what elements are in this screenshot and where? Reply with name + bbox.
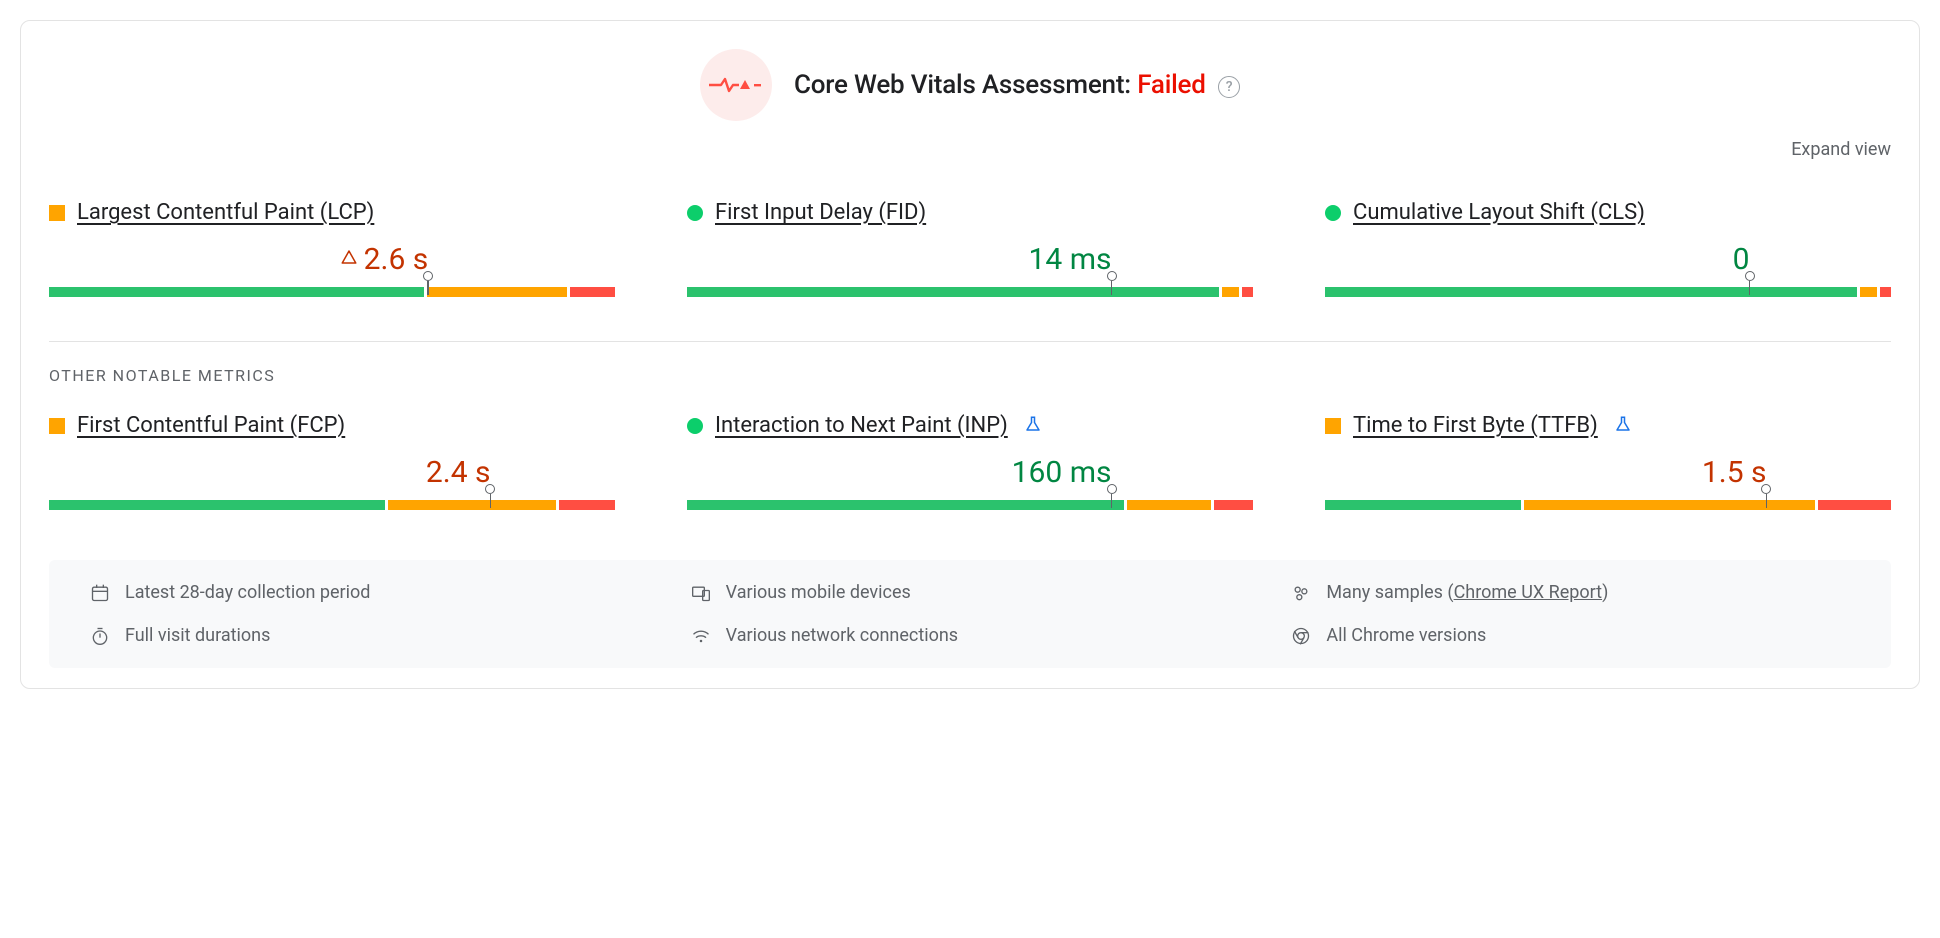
metric-inp-value: 160 ms: [1012, 455, 1112, 490]
metric-fid: First Input Delay (FID) 14 ms: [687, 200, 1253, 305]
chrome-icon: [1290, 626, 1312, 646]
metric-cls-distribution: [1325, 287, 1891, 305]
samples-icon: [1290, 583, 1312, 603]
assessment-status-word: Failed: [1137, 70, 1206, 100]
info-durations-text: Full visit durations: [125, 625, 270, 646]
status-circle-icon: [687, 418, 703, 434]
core-metrics-grid: Largest Contentful Paint (LCP) 2.6 s First…: [49, 200, 1891, 305]
other-metrics-grid: First Contentful Paint (FCP) 2.4 s Interac…: [49, 413, 1891, 518]
info-network: Various network connections: [690, 625, 1251, 646]
crux-report-link[interactable]: Chrome UX Report: [1454, 582, 1602, 603]
metric-ttfb-distribution: [1325, 500, 1891, 518]
help-icon[interactable]: ?: [1218, 76, 1240, 98]
collection-info: Latest 28-day collection period Various …: [49, 560, 1891, 668]
info-period: Latest 28-day collection period: [89, 582, 650, 603]
info-samples: Many samples (Chrome UX Report): [1290, 582, 1851, 603]
metric-fcp: First Contentful Paint (FCP) 2.4 s: [49, 413, 615, 518]
expand-view-link[interactable]: Expand view: [1791, 139, 1891, 160]
stopwatch-icon: [89, 626, 111, 646]
metric-lcp-value: 2.6 s: [364, 242, 429, 277]
metric-lcp-name[interactable]: Largest Contentful Paint (LCP): [77, 200, 374, 225]
info-samples-text: Many samples (Chrome UX Report): [1326, 582, 1608, 603]
network-icon: [690, 626, 712, 646]
experimental-icon: [1614, 415, 1632, 437]
status-circle-icon: [687, 205, 703, 221]
devices-icon: [690, 583, 712, 603]
info-network-text: Various network connections: [726, 625, 958, 646]
status-square-icon: [49, 205, 65, 221]
metric-ttfb-value: 1.5 s: [1702, 455, 1767, 490]
status-square-icon: [49, 418, 65, 434]
metric-lcp: Largest Contentful Paint (LCP) 2.6 s: [49, 200, 615, 305]
experimental-icon: [1024, 415, 1042, 437]
metric-ttfb-name[interactable]: Time to First Byte (TTFB): [1353, 413, 1598, 438]
info-devices-text: Various mobile devices: [726, 582, 911, 603]
metric-cls: Cumulative Layout Shift (CLS) 0: [1325, 200, 1891, 305]
info-versions: All Chrome versions: [1290, 625, 1851, 646]
metric-fid-distribution: [687, 287, 1253, 305]
warning-triangle-icon: [340, 248, 358, 270]
metric-lcp-distribution: [49, 287, 615, 305]
info-devices: Various mobile devices: [690, 582, 1251, 603]
pulse-icon: [700, 49, 772, 121]
metric-ttfb: Time to First Byte (TTFB) 1.5 s: [1325, 413, 1891, 518]
metric-inp-distribution: [687, 500, 1253, 518]
assessment-title-text: Core Web Vitals Assessment:: [794, 70, 1131, 100]
assessment-header: Core Web Vitals Assessment: Failed ?: [49, 49, 1891, 121]
metric-inp: Interaction to Next Paint (INP)160 ms: [687, 413, 1253, 518]
metric-fid-name[interactable]: First Input Delay (FID): [715, 200, 926, 225]
metric-fcp-value: 2.4 s: [426, 455, 491, 490]
assessment-title: Core Web Vitals Assessment: Failed ?: [794, 70, 1240, 100]
metric-inp-name[interactable]: Interaction to Next Paint (INP): [715, 413, 1008, 438]
other-metrics-heading: OTHER NOTABLE METRICS: [49, 366, 1891, 385]
metric-fcp-distribution: [49, 500, 615, 518]
info-durations: Full visit durations: [89, 625, 650, 646]
status-square-icon: [1325, 418, 1341, 434]
info-versions-text: All Chrome versions: [1326, 625, 1486, 646]
section-divider: [49, 341, 1891, 342]
vitals-card: Core Web Vitals Assessment: Failed ? Exp…: [20, 20, 1920, 689]
metric-cls-name[interactable]: Cumulative Layout Shift (CLS): [1353, 200, 1645, 225]
metric-fid-value: 14 ms: [1029, 242, 1112, 277]
status-circle-icon: [1325, 205, 1341, 221]
calendar-icon: [89, 583, 111, 603]
metric-cls-value: 0: [1733, 242, 1750, 277]
metric-fcp-name[interactable]: First Contentful Paint (FCP): [77, 413, 345, 438]
info-period-text: Latest 28-day collection period: [125, 582, 370, 603]
